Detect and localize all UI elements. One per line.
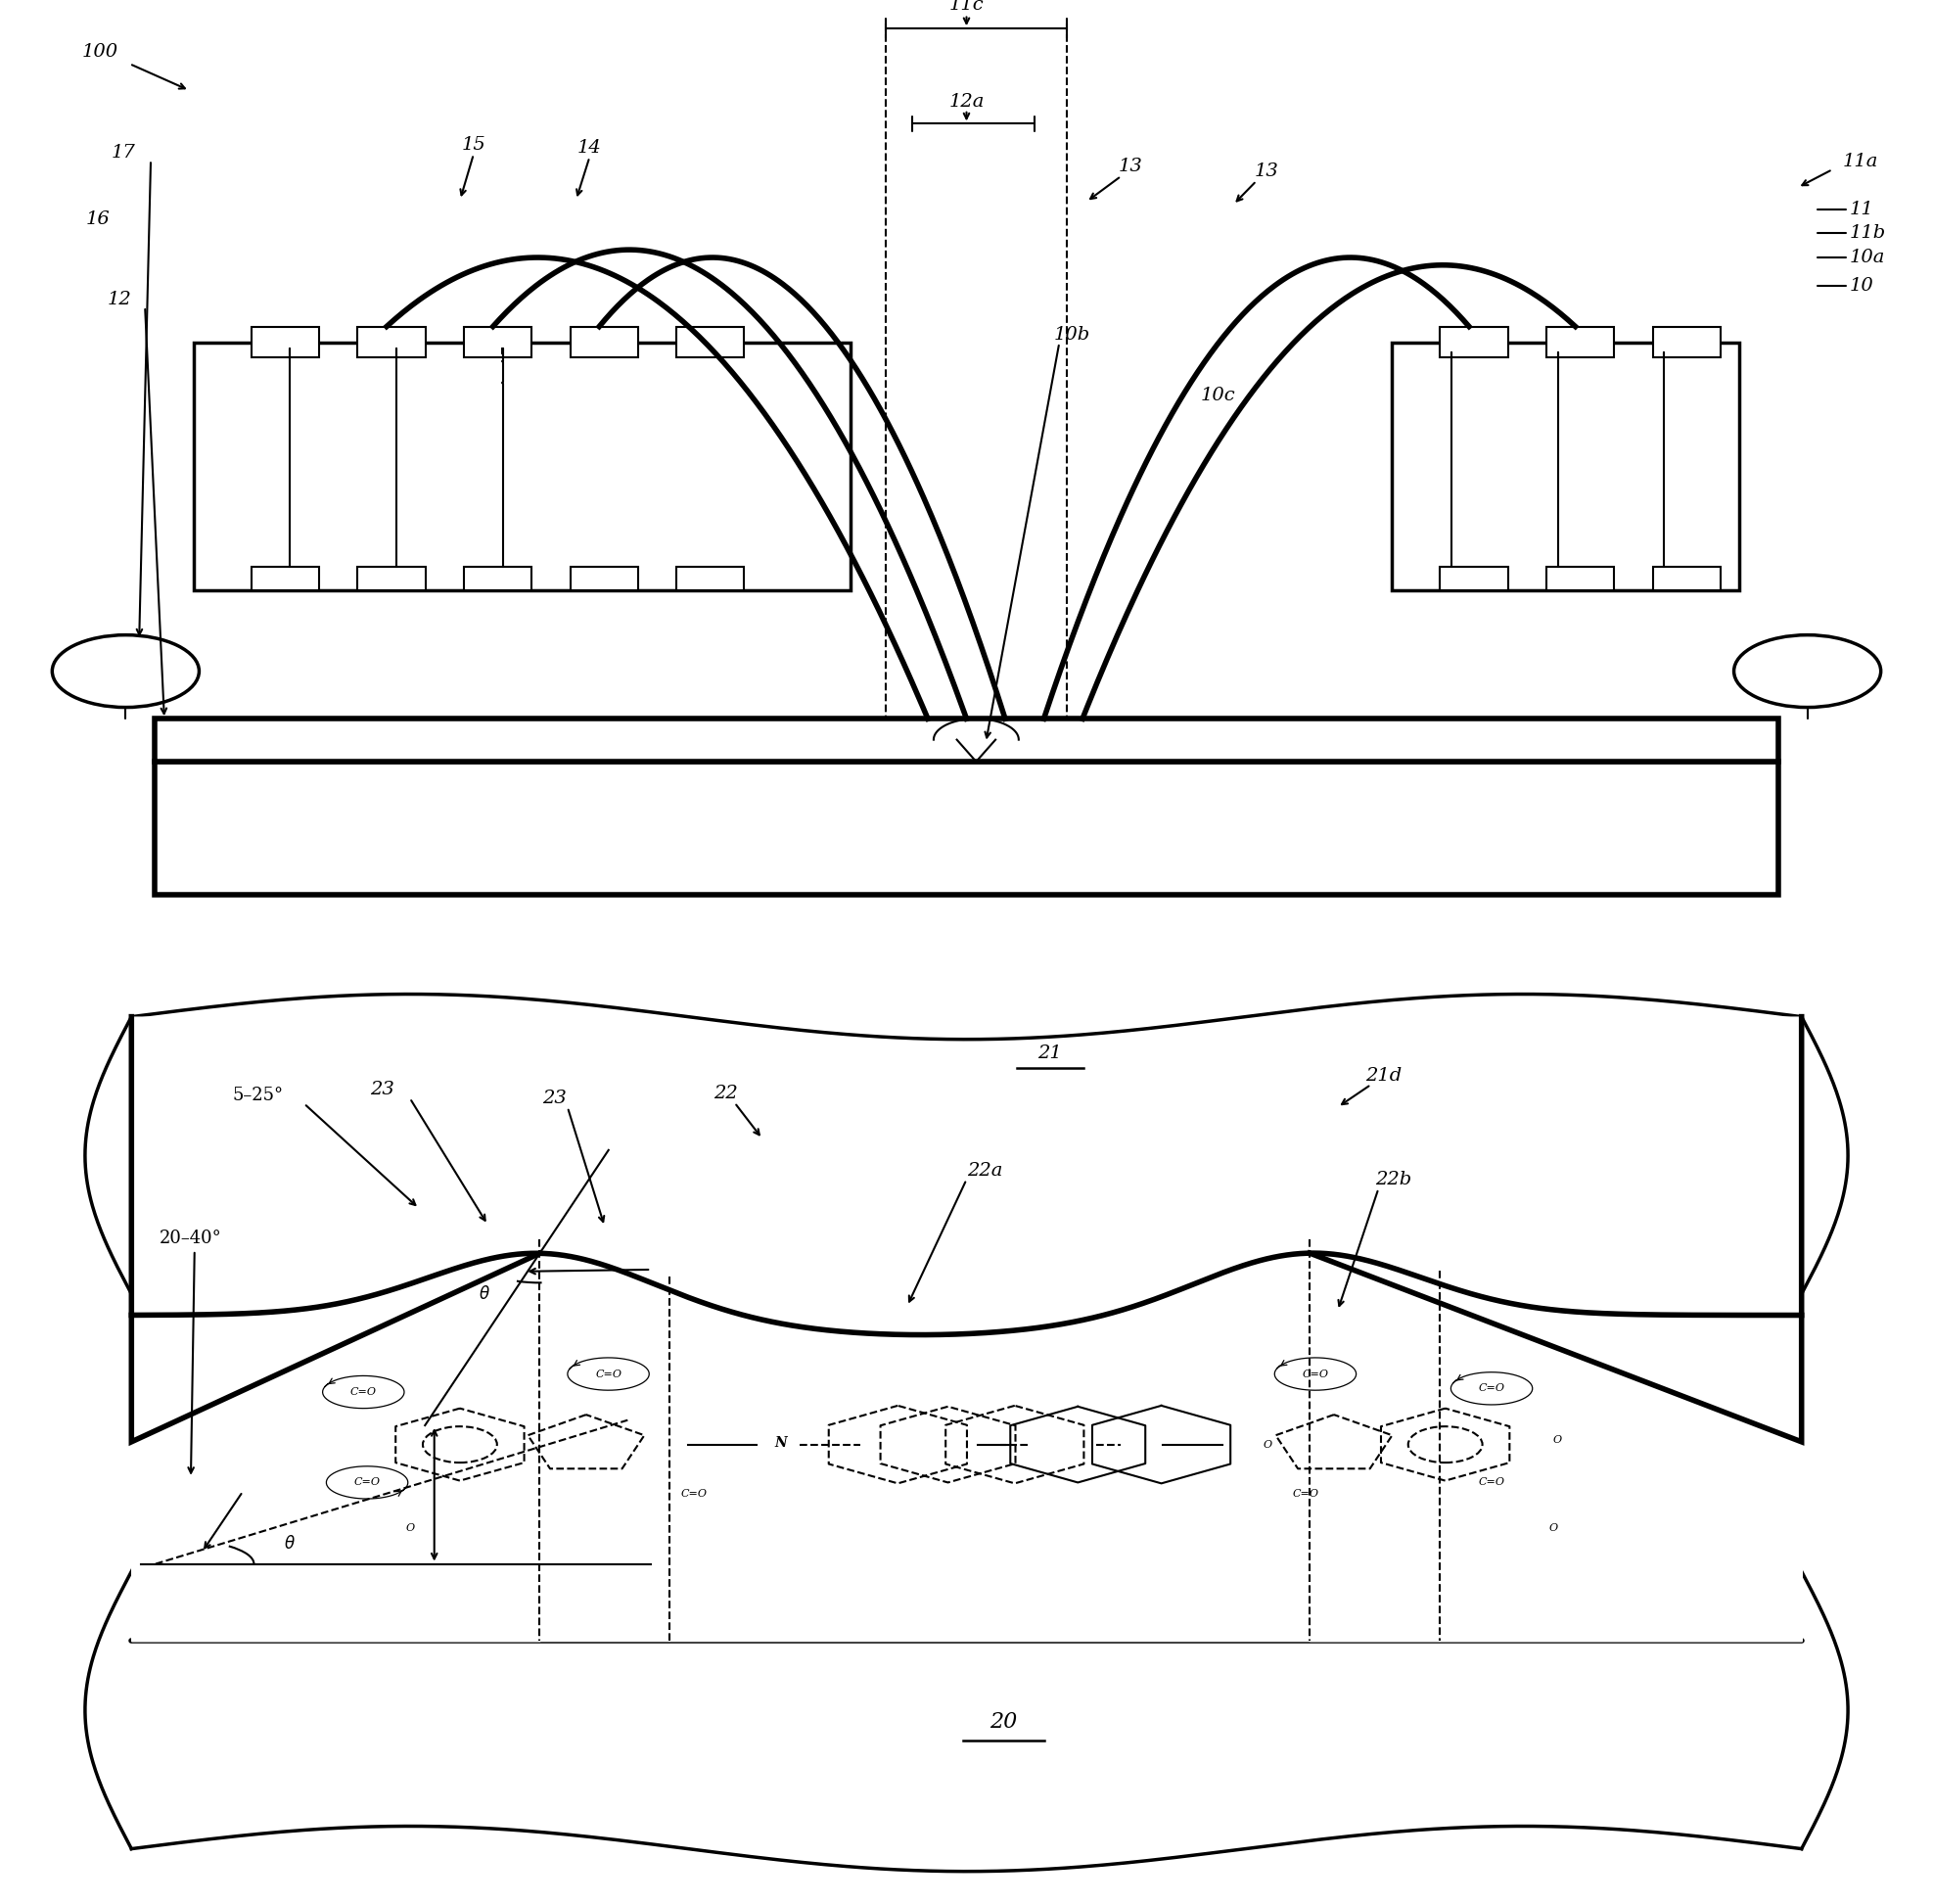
Text: 11b: 11b xyxy=(1850,225,1887,242)
Text: O: O xyxy=(1015,1439,1023,1449)
Text: 10b: 10b xyxy=(1053,326,1090,345)
Text: 22: 22 xyxy=(713,1085,736,1102)
FancyBboxPatch shape xyxy=(677,327,744,358)
Text: C=O: C=O xyxy=(350,1388,377,1398)
Text: 10c: 10c xyxy=(1200,387,1235,404)
Text: N: N xyxy=(775,1436,787,1449)
Text: 14: 14 xyxy=(578,139,601,156)
FancyBboxPatch shape xyxy=(1440,327,1508,358)
Polygon shape xyxy=(880,1407,1015,1483)
Text: 16: 16 xyxy=(85,209,110,228)
Text: 100: 100 xyxy=(83,44,118,61)
FancyBboxPatch shape xyxy=(358,327,425,358)
Polygon shape xyxy=(1092,1405,1231,1483)
Text: 11c: 11c xyxy=(949,0,984,13)
FancyBboxPatch shape xyxy=(1392,343,1740,590)
Text: 15: 15 xyxy=(462,135,485,154)
Text: 13: 13 xyxy=(1255,162,1278,181)
FancyBboxPatch shape xyxy=(464,327,532,358)
FancyBboxPatch shape xyxy=(1546,327,1614,358)
Text: O: O xyxy=(1264,1439,1272,1449)
FancyBboxPatch shape xyxy=(155,762,1778,895)
Text: C=O: C=O xyxy=(1303,1369,1328,1378)
Text: 5–25°: 5–25° xyxy=(232,1087,282,1104)
Text: 11: 11 xyxy=(1850,200,1875,219)
Text: 10a: 10a xyxy=(1850,248,1885,267)
FancyBboxPatch shape xyxy=(570,567,638,590)
Text: $\theta$: $\theta$ xyxy=(477,1285,489,1302)
Text: C=O: C=O xyxy=(354,1478,381,1487)
Text: —O: —O xyxy=(1034,1439,1053,1449)
Text: 11a: 11a xyxy=(1842,152,1877,171)
FancyBboxPatch shape xyxy=(193,343,851,590)
Text: 17: 17 xyxy=(110,143,135,162)
Text: 23: 23 xyxy=(543,1089,566,1106)
Text: C=O: C=O xyxy=(680,1489,707,1498)
Text: 10: 10 xyxy=(1850,276,1875,295)
FancyBboxPatch shape xyxy=(358,567,425,590)
FancyBboxPatch shape xyxy=(155,720,1778,762)
Text: O: O xyxy=(406,1523,414,1533)
Text: C=O: C=O xyxy=(1479,1478,1506,1487)
Text: 22a: 22a xyxy=(966,1161,1003,1179)
Text: 22b: 22b xyxy=(1374,1171,1411,1188)
Text: $\theta$: $\theta$ xyxy=(284,1535,296,1554)
Polygon shape xyxy=(1011,1407,1146,1483)
Text: O: O xyxy=(1552,1436,1562,1445)
FancyBboxPatch shape xyxy=(1653,327,1720,358)
FancyBboxPatch shape xyxy=(1546,567,1614,590)
Text: C=O: C=O xyxy=(595,1369,622,1378)
Text: C=O: C=O xyxy=(1293,1489,1320,1498)
Text: 20: 20 xyxy=(990,1712,1017,1733)
Text: 12a: 12a xyxy=(949,93,984,110)
Text: 13: 13 xyxy=(1119,158,1142,175)
Text: 20–40°: 20–40° xyxy=(160,1230,222,1247)
FancyBboxPatch shape xyxy=(1653,567,1720,590)
FancyBboxPatch shape xyxy=(251,567,319,590)
Text: O: O xyxy=(1548,1523,1558,1533)
FancyBboxPatch shape xyxy=(464,567,532,590)
Text: 21d: 21d xyxy=(1367,1066,1401,1085)
FancyBboxPatch shape xyxy=(1440,567,1508,590)
FancyBboxPatch shape xyxy=(677,567,744,590)
FancyBboxPatch shape xyxy=(251,327,319,358)
Text: 12: 12 xyxy=(106,291,131,308)
Text: C=O: C=O xyxy=(1479,1384,1506,1394)
Text: 23: 23 xyxy=(369,1080,394,1099)
Text: N: N xyxy=(1133,1436,1144,1449)
FancyBboxPatch shape xyxy=(570,327,638,358)
Text: 21: 21 xyxy=(1038,1043,1061,1062)
